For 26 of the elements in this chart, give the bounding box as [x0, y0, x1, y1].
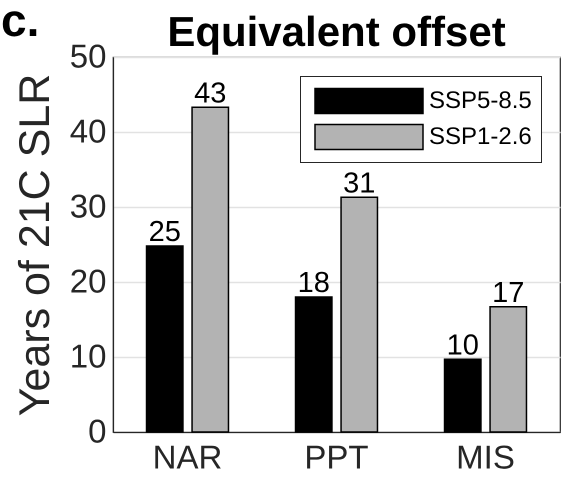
bar — [294, 296, 333, 433]
y-tick-label: 0 — [88, 412, 106, 450]
y-tick-label: 50 — [70, 38, 106, 74]
data-label: 43 — [194, 77, 226, 110]
chart-title: Equivalent offset — [167, 8, 506, 55]
legend-label: SSP1-2.6 — [429, 123, 532, 150]
y-tick-label: 40 — [70, 112, 106, 150]
y-tick-label: 10 — [70, 338, 106, 374]
x-tick-label: PPT — [304, 438, 369, 476]
bar — [146, 245, 184, 433]
y-tick-label: 30 — [70, 188, 106, 224]
text: c. — [1, 0, 40, 47]
bar — [444, 358, 482, 433]
data-label: 31 — [343, 167, 376, 200]
y-tick-label: 20 — [70, 262, 106, 300]
data-label: 25 — [148, 216, 181, 248]
data-label: 18 — [298, 267, 330, 299]
bar — [191, 106, 230, 433]
y-axis-title: Years of 21C SLR — [10, 74, 59, 416]
x-tick-label: MIS — [456, 438, 515, 476]
x-tick-label: NAR — [152, 438, 222, 476]
bar — [340, 196, 378, 433]
data-label: 10 — [446, 329, 479, 362]
legend-label: SSP5-8.5 — [429, 87, 532, 114]
bar — [489, 306, 528, 433]
data-label: 17 — [492, 276, 524, 309]
